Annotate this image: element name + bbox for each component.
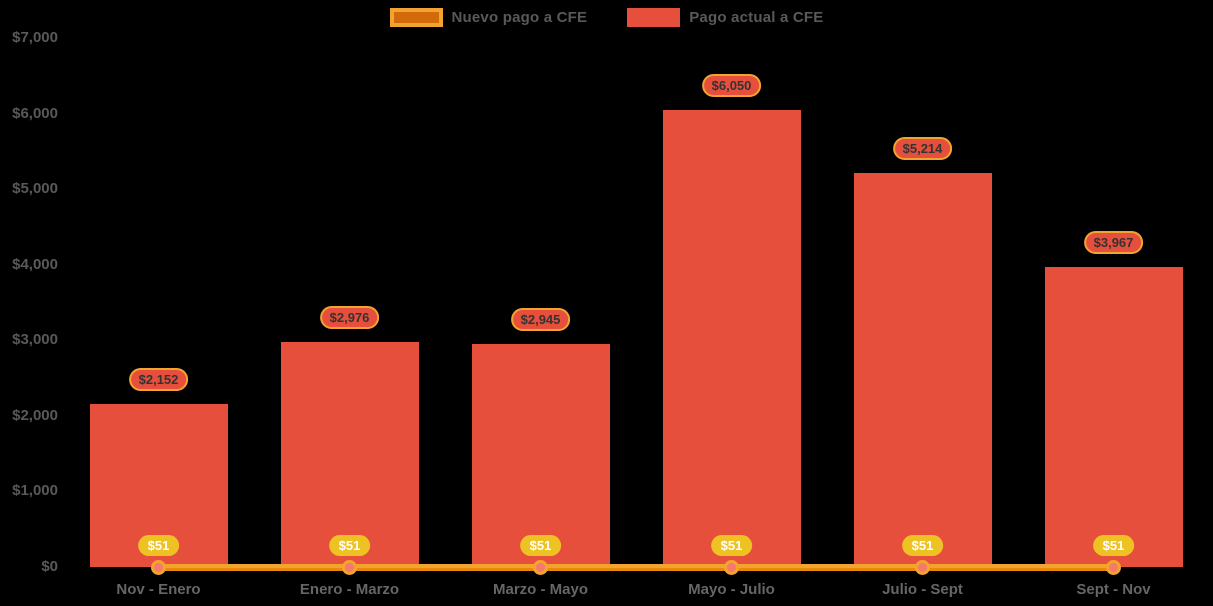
- y-axis-tick-label: $6,000: [12, 104, 58, 122]
- line-value-label: $51: [328, 535, 371, 556]
- bar-pago-actual[interactable]: [471, 344, 610, 567]
- bar-value-label: $2,976: [319, 306, 380, 330]
- legend-item-pago-actual[interactable]: Pago actual a CFE: [627, 8, 823, 27]
- y-axis-tick-label: $4,000: [12, 255, 58, 273]
- bar-pago-actual[interactable]: [1044, 267, 1183, 567]
- legend-swatch-nuevo-pago-icon: [389, 8, 443, 27]
- y-axis-tick-label: $7,000: [12, 29, 58, 46]
- x-axis: Nov - Enero Enero - Marzo Marzo - Mayo Mayo…: [63, 580, 1209, 602]
- legend: Nuevo pago a CFE Pago actual a CFE: [0, 8, 1213, 27]
- bar-value-label: $6,050: [701, 73, 762, 97]
- x-axis-category-label: Sept - Nov: [1076, 581, 1151, 598]
- x-axis-category-label: Marzo - Mayo: [492, 581, 588, 598]
- x-axis-category-label: Enero - Marzo: [299, 581, 400, 598]
- bar-value-label: $5,214: [892, 136, 953, 160]
- line-value-label: $51: [519, 535, 562, 556]
- y-axis-tick-label: $5,000: [12, 180, 58, 198]
- bar-pago-actual[interactable]: [853, 172, 992, 567]
- line-value-label: $51: [710, 535, 753, 556]
- y-axis-tick-label: $3,000: [12, 331, 58, 349]
- bar-pago-actual[interactable]: [662, 109, 801, 567]
- legend-swatch-pago-actual-icon: [627, 8, 681, 27]
- bar-value-label: $2,945: [510, 308, 571, 332]
- line-marker-nuevo-pago[interactable]: [342, 560, 357, 575]
- y-axis-tick-label: $1,000: [12, 482, 58, 500]
- y-axis-tick-label: $2,000: [12, 406, 58, 424]
- bar-value-label: $2,152: [128, 368, 189, 392]
- x-axis-category-label: Julio - Sept: [882, 581, 963, 598]
- bar-pago-actual[interactable]: [280, 342, 419, 567]
- line-marker-nuevo-pago[interactable]: [151, 560, 166, 575]
- plot-area: $2,152 $2,976 $2,945 $6,050 $5,214 $3,967 $51 $…: [63, 38, 1209, 575]
- line-value-label: $51: [1092, 535, 1135, 556]
- line-marker-nuevo-pago[interactable]: [533, 560, 548, 575]
- y-axis-tick-label: $0: [41, 558, 58, 575]
- bar-value-label: $3,967: [1083, 231, 1144, 255]
- x-axis-category-label: Nov - Enero: [116, 581, 201, 598]
- line-nuevo-pago[interactable]: [158, 564, 1114, 571]
- legend-item-nuevo-pago[interactable]: Nuevo pago a CFE: [389, 8, 588, 27]
- legend-label-nuevo-pago: Nuevo pago a CFE: [451, 9, 588, 26]
- x-axis-category-label: Mayo - Julio: [688, 581, 775, 598]
- line-marker-nuevo-pago[interactable]: [724, 560, 739, 575]
- line-value-label: $51: [137, 535, 180, 556]
- line-marker-nuevo-pago[interactable]: [915, 560, 930, 575]
- line-value-label: $51: [901, 535, 944, 556]
- y-axis: $0 $1,000 $2,000 $3,000 $4,000 $5,000 $6,000 $7…: [0, 0, 58, 606]
- legend-label-pago-actual: Pago actual a CFE: [689, 9, 824, 26]
- line-marker-nuevo-pago[interactable]: [1106, 560, 1121, 575]
